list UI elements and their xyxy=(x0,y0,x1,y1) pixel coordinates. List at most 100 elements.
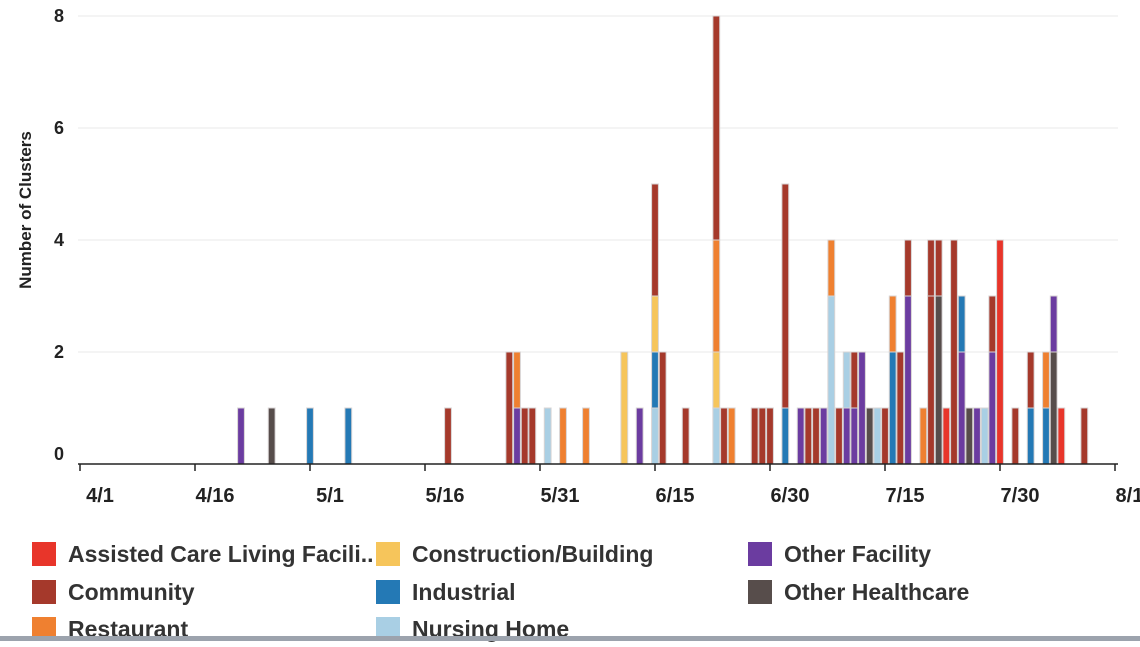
bar-segment xyxy=(1011,407,1020,465)
x-tick-label: 8/14 xyxy=(1116,485,1140,507)
bar-segment xyxy=(1049,295,1058,353)
bar-segment xyxy=(973,407,981,465)
legend-swatch-icon xyxy=(32,580,56,604)
bar-segment xyxy=(881,407,889,465)
bar-segment xyxy=(1057,407,1066,465)
bar-segment xyxy=(842,351,851,409)
x-tick-label: 4/16 xyxy=(196,485,235,507)
bar-segment xyxy=(950,239,958,465)
x-tick-label: 5/1 xyxy=(316,485,344,507)
bar-segment xyxy=(927,239,935,297)
bar-segment xyxy=(712,239,721,353)
bar-segment xyxy=(873,407,882,465)
bar-segment xyxy=(904,239,912,297)
legend-label: Other Healthcare xyxy=(784,578,970,605)
x-tick-label: 5/16 xyxy=(426,485,465,507)
bar-segment xyxy=(658,351,667,465)
bar-segment xyxy=(781,407,790,465)
bar-segment xyxy=(988,295,997,353)
bar-segment xyxy=(957,295,966,353)
bar-segment xyxy=(513,351,521,409)
y-tick-label: 6 xyxy=(54,118,64,138)
legend-item: Assisted Care Living Facili.. xyxy=(32,536,374,572)
x-tick-label: 4/1 xyxy=(86,485,114,507)
cluster-stacked-bar-chart: 0 2 4 6 8 Number of Clusters 4/1 4/16 5/1 5/16 5… xyxy=(16,6,1140,507)
bar-segment xyxy=(827,295,836,465)
bar-segment xyxy=(237,407,245,465)
bar-segment xyxy=(712,407,721,465)
legend-label: Other Facility xyxy=(784,540,931,567)
bar-segment xyxy=(904,295,912,465)
bar-segment xyxy=(804,407,813,465)
y-tick-label: 2 xyxy=(54,342,64,362)
bar-segment xyxy=(758,407,767,465)
legend-label: Industrial xyxy=(412,578,516,605)
bar-segment xyxy=(712,351,721,409)
bar-segment xyxy=(520,407,529,465)
bar-segment xyxy=(957,351,966,465)
bar-segment xyxy=(934,239,943,297)
bar-segment xyxy=(681,407,690,465)
x-tick-label: 5/31 xyxy=(541,485,580,507)
legend-item: Restaurant xyxy=(32,611,188,647)
bar-segment xyxy=(842,407,851,465)
bar-segment xyxy=(980,407,989,465)
bar-segment xyxy=(865,407,874,465)
bar-segment xyxy=(651,407,659,465)
y-tick-label: 4 xyxy=(54,230,64,250)
bar-segment xyxy=(528,407,537,465)
legend-item: Nursing Home xyxy=(376,611,569,647)
bar-segment xyxy=(766,407,774,465)
legend-label: Community xyxy=(68,578,195,605)
bar-segment xyxy=(651,351,659,409)
bar-segment xyxy=(1026,351,1035,409)
x-tick-label: 7/30 xyxy=(1001,485,1040,507)
legend-item: Other Healthcare xyxy=(748,574,969,610)
bar-segment xyxy=(827,239,836,297)
bar-segment xyxy=(919,407,928,465)
bar-segment xyxy=(727,407,736,465)
bar-segment xyxy=(505,351,514,465)
legend-item: Other Facility xyxy=(748,536,931,572)
bar-segment xyxy=(858,351,866,465)
x-tick-label: 6/15 xyxy=(656,485,695,507)
bar-segment xyxy=(781,183,790,409)
bar-segment xyxy=(1042,351,1050,409)
bar-segment xyxy=(888,351,897,465)
bar-segment xyxy=(1026,407,1035,465)
bar-segment xyxy=(559,407,567,465)
bar-segment xyxy=(620,351,629,465)
bar-segment xyxy=(306,407,314,465)
legend-swatch-icon xyxy=(748,580,772,604)
bar-segment xyxy=(796,407,805,465)
bar-segment xyxy=(896,351,905,465)
legend-swatch-icon xyxy=(376,542,400,566)
bar-segment xyxy=(835,407,843,465)
bar-segment xyxy=(635,407,644,465)
legend-label: Construction/Building xyxy=(412,540,654,567)
legend-item: Community xyxy=(32,574,195,610)
bar-segment xyxy=(267,407,276,465)
x-tick-label: 7/15 xyxy=(886,485,925,507)
bottom-divider xyxy=(0,636,1140,641)
bar-segment xyxy=(720,407,728,465)
bar-segment xyxy=(344,407,353,465)
legend: Assisted Care Living Facili.. Constructio… xyxy=(0,530,1140,642)
legend-item: Industrial xyxy=(376,574,516,610)
legend-swatch-icon xyxy=(376,580,400,604)
bar-segment xyxy=(1080,407,1089,465)
bar-segment xyxy=(965,407,974,465)
bar-segment xyxy=(850,407,859,465)
bar-segment xyxy=(651,183,659,297)
bar-segment xyxy=(543,407,552,465)
y-tick-label: 0 xyxy=(54,444,64,464)
bar-segment xyxy=(942,407,951,465)
legend-label: Assisted Care Living Facili.. xyxy=(68,540,374,567)
gridlines xyxy=(78,15,1118,353)
bar-segment xyxy=(988,351,997,465)
bar-segment xyxy=(712,15,721,241)
y-axis-title: Number of Clusters xyxy=(16,131,35,289)
bar-segment xyxy=(513,407,521,465)
x-axis-ticks: 4/1 4/16 5/1 5/16 5/31 6/15 6/30 7/15 7/30 8/14 xyxy=(79,464,1140,507)
bar-segment xyxy=(996,239,1004,465)
